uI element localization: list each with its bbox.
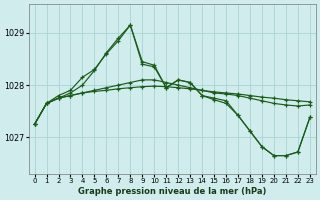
X-axis label: Graphe pression niveau de la mer (hPa): Graphe pression niveau de la mer (hPa): [78, 187, 266, 196]
